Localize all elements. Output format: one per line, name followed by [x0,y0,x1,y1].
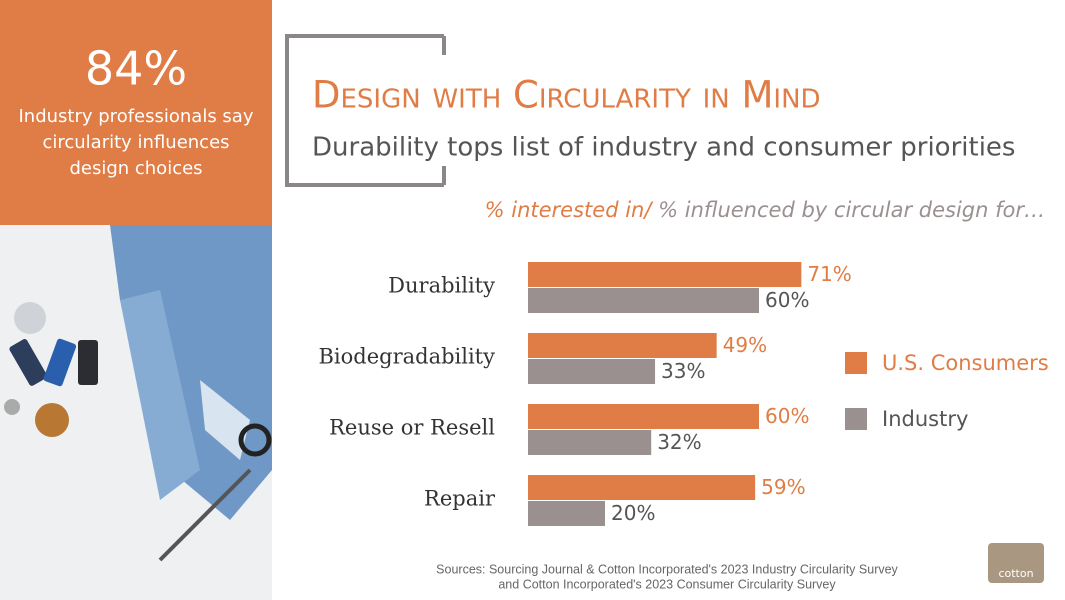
value-label: 71% [807,262,851,286]
sources-line: and Cotton Incorporated's 2023 Consumer … [498,577,836,591]
bar [528,475,756,500]
chart-subtitle-part: % interested in/ [485,198,654,222]
title-frame [285,34,446,187]
photo [0,225,272,600]
bar [528,333,717,358]
value-label: 49% [723,333,767,357]
legend-label: Industry [882,407,968,431]
bar [528,359,656,384]
value-label: 60% [765,404,809,428]
bar [528,501,605,526]
subtitle: Durability tops list of industry and con… [312,133,1015,163]
sources-line: Sources: Sourcing Journal & Cotton Incor… [436,562,898,576]
value-label: 59% [761,475,805,499]
value-label: 32% [657,430,701,454]
bar [528,404,759,429]
value-label: 33% [661,359,705,383]
legend-swatch [845,352,867,374]
logo-text: cotton [998,567,1033,580]
value-label: 60% [765,288,809,312]
chart-subtitle: % interested in/ % influenced by circula… [485,198,1045,222]
legend-swatch [845,408,867,430]
title: Design with Circularity in Mind [312,74,821,117]
logo [988,543,1044,583]
value-label: 20% [611,501,655,525]
stat-text: Industry professionals say circularity i… [18,106,254,179]
stat-value: 84% [85,42,187,96]
bar [528,288,759,313]
legend-label: U.S. Consumers [882,351,1049,375]
category-label: Repair [424,487,496,511]
bar [528,262,802,287]
category-label: Biodegradability [318,345,495,369]
chart-subtitle-part: % influenced by circular design for… [651,198,1045,222]
stat-text-box: Industry professionals say circularity i… [18,106,254,179]
bar [528,430,652,455]
stat-panel [0,0,272,225]
category-label: Reuse or Resell [329,416,495,440]
category-label: Durability [388,274,495,298]
